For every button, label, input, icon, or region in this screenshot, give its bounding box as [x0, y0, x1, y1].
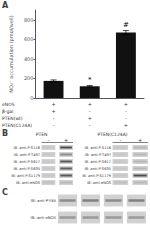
svg-text:NO₂⁻ accumulation (pmol/well): NO₂⁻ accumulation (pmol/well) [8, 15, 15, 92]
svg-text:+: + [51, 108, 55, 114]
svg-text:IB: anti-P-S116: IB: anti-P-S116 [13, 146, 40, 150]
svg-text:600: 600 [24, 36, 34, 42]
svg-text:β-gal: β-gal [2, 109, 13, 114]
svg-text:PTEN(C124A): PTEN(C124A) [2, 123, 32, 128]
svg-text:IB: anti-eNOS: IB: anti-eNOS [16, 181, 41, 185]
svg-text:+: + [88, 101, 92, 107]
svg-text:-: - [89, 108, 91, 114]
svg-text:+: + [88, 115, 92, 121]
svg-text:800: 800 [24, 17, 34, 23]
svg-text:-: - [89, 122, 91, 128]
svg-text:-: - [48, 137, 50, 143]
svg-text:IB: anti-P-S635: IB: anti-P-S635 [13, 167, 40, 171]
svg-text:400: 400 [24, 56, 34, 62]
svg-text:IB: anti-P-S116: IB: anti-P-S116 [84, 146, 111, 150]
svg-text:eNOS: eNOS [2, 102, 15, 107]
svg-text:IB: anti-eNOS: IB: anti-eNOS [31, 215, 57, 220]
svg-text:IB: anti-P-T497: IB: anti-P-T497 [85, 153, 111, 157]
svg-text:A: A [2, 1, 9, 10]
svg-text:#: # [123, 21, 129, 29]
svg-text:B: B [2, 129, 8, 138]
svg-text:IB: anti-P-S635: IB: anti-P-S635 [84, 167, 111, 171]
svg-text:IB: anti-P-S1179: IB: anti-P-S1179 [11, 174, 41, 178]
svg-text:+: + [138, 137, 142, 143]
svg-text:C: C [2, 188, 8, 197]
svg-text:IB: anti-P-S617: IB: anti-P-S617 [84, 160, 111, 164]
svg-text:PTEN(wt): PTEN(wt) [2, 116, 23, 121]
svg-text:-: - [53, 122, 55, 128]
svg-text:+: + [51, 101, 55, 107]
svg-text:+: + [124, 101, 128, 107]
svg-text:+: + [64, 137, 68, 143]
svg-text:IB: anti-P-S1179: IB: anti-P-S1179 [82, 174, 112, 178]
svg-text:PTEN(C124A): PTEN(C124A) [98, 132, 128, 137]
svg-text:-: - [125, 115, 127, 121]
svg-text:-: - [119, 137, 121, 143]
svg-text:+: + [124, 122, 128, 128]
svg-text:IB: anti-P-Y83: IB: anti-P-Y83 [31, 198, 57, 203]
svg-text:-: - [125, 108, 127, 114]
svg-text:PTEN: PTEN [36, 132, 48, 137]
svg-text:-: - [53, 115, 55, 121]
svg-text:0: 0 [30, 95, 33, 101]
svg-text:IB: anti-eNOS: IB: anti-eNOS [87, 181, 112, 185]
svg-text:*: * [88, 76, 92, 84]
svg-text:200: 200 [24, 75, 34, 81]
svg-text:IB: anti-P-T497: IB: anti-P-T497 [14, 153, 40, 157]
svg-text:IB: anti-P-S617: IB: anti-P-S617 [13, 160, 40, 164]
